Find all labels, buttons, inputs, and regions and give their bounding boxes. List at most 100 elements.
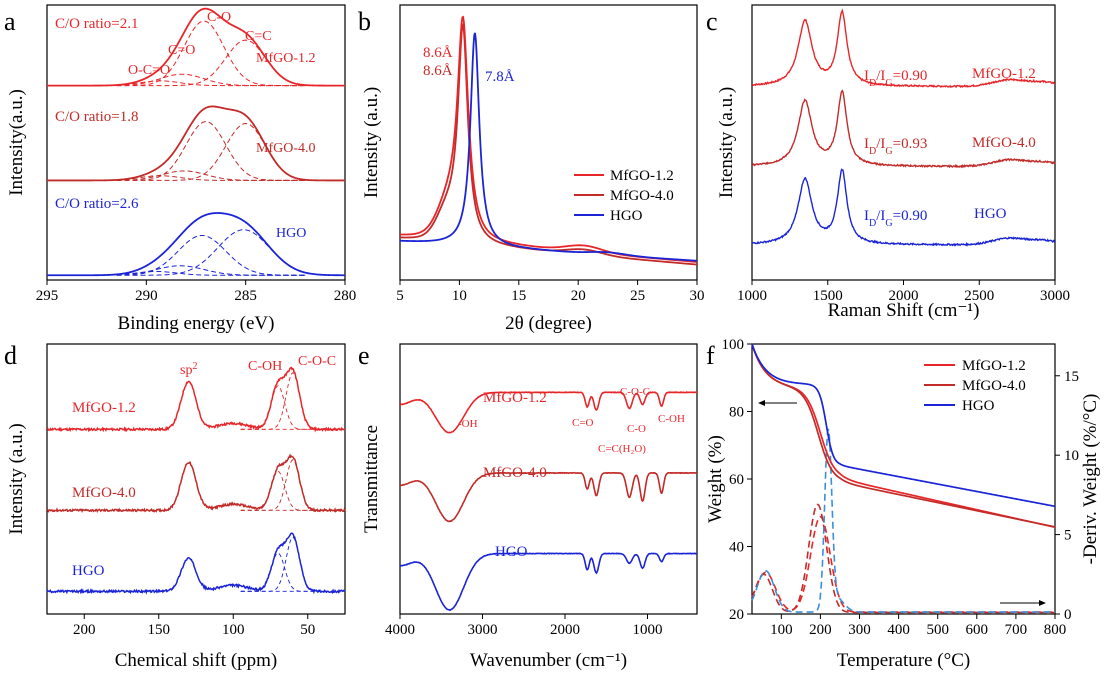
annotation: sp2: [180, 361, 197, 379]
y-axis-title: Intensity (a.u.): [6, 423, 27, 534]
y-axis-title: Intensity(a.u.): [6, 89, 27, 196]
y2-tick-label: 0: [1064, 607, 1072, 623]
x-tick-label: 50: [300, 622, 315, 638]
panel-e: 4000 3000 2000 1000 MfGO-1.2 -OH C=O C-O-C C-O C-…: [361, 343, 698, 671]
x-axis-title: Wavenumber (cm⁻¹): [470, 650, 627, 671]
annotation: HGO: [495, 544, 528, 560]
annotation: C-OH: [658, 413, 685, 425]
annotation: C=C(H₂O): [598, 443, 646, 455]
y-tick-label: 20: [729, 607, 744, 623]
x-tick-label: 5: [396, 288, 404, 304]
x-tick-label: 700: [1005, 622, 1028, 638]
x-tick-label: 3000: [468, 622, 498, 638]
annotation: C=O: [572, 417, 594, 429]
series-line: [751, 89, 1056, 169]
panel-letter: a: [4, 7, 16, 36]
component-peak: [240, 536, 338, 592]
x-tick-label: 1000: [633, 622, 663, 638]
annotation: MfGO-1.2: [972, 66, 1036, 82]
x-tick-label: 30: [690, 288, 705, 304]
panel-c: 1000 1500 2000 2500 3000 ID/IG=0.90 ID/IG=0.93…: [716, 4, 1070, 321]
annotation: O-C=O: [128, 63, 170, 78]
annotation: C/O ratio=2.1: [55, 16, 138, 32]
y-tick-label: 40: [729, 540, 744, 556]
x-tick-label: 285: [234, 288, 257, 304]
plot-frame: [399, 343, 698, 615]
series-line: [399, 471, 698, 523]
x-tick-label: 25: [630, 288, 645, 304]
plot-frame: [46, 4, 346, 281]
x-tick-label: 2000: [889, 288, 919, 304]
annotation: HGO: [72, 563, 105, 579]
x-axis-title: 2θ (degree): [505, 313, 592, 334]
component-peak: [116, 170, 306, 181]
x-tick-label: 2500: [964, 288, 994, 304]
panel-a: 295 290 285 280 C/O ratio=2.1 C-O C=C C=O O-C=O M…: [6, 4, 357, 334]
annotation: C/O ratio=1.8: [55, 109, 138, 125]
y-tick-label: 60: [729, 472, 744, 488]
annotation: C=O: [168, 43, 195, 58]
panel-d: 200 150 100 50 sp2 C-OH C-O-C MfGO-1.2 MfGO-4.0 H…: [6, 343, 346, 671]
x-tick-label: 200: [809, 622, 832, 638]
series-line: [399, 391, 698, 434]
component-peak: [240, 552, 338, 592]
annotation: MfGO-4.0: [483, 465, 547, 481]
panel-letter: b: [358, 7, 371, 36]
series-line: [751, 8, 1056, 89]
deriv-line: [751, 515, 1055, 613]
plot-frame: [46, 343, 346, 615]
panel-letter: c: [706, 7, 718, 36]
x-tick-label: 2000: [550, 622, 580, 638]
annotation: C-OH: [248, 359, 282, 374]
x-tick-label: 1500: [813, 288, 843, 304]
legend-label: HGO: [962, 398, 995, 414]
x-tick-label: 400: [887, 622, 910, 638]
axis-arrow-head: [758, 400, 765, 406]
y-axis-title: Intensity (a.u.): [716, 87, 737, 198]
y-tick-label: 80: [729, 405, 744, 421]
ratio-label: ID/IG=0.90: [864, 68, 927, 89]
series-line: [46, 532, 346, 595]
series-line: [46, 366, 346, 433]
x-tick-label: 100: [222, 622, 245, 638]
annotation: MfGO-1.2: [256, 51, 316, 66]
x-tick-label: 3000: [1040, 288, 1070, 304]
annotation: C=C: [245, 29, 272, 44]
annotation: HGO: [276, 226, 306, 241]
y-axis-title: Transmittance: [361, 425, 382, 533]
annotation: MfGO-4.0: [72, 485, 136, 501]
x-axis-title: Binding energy (eV): [118, 313, 275, 334]
x-tick-label: 20: [571, 288, 586, 304]
annotation: C-O: [207, 10, 231, 25]
annotation: 8.6Å: [423, 63, 453, 79]
plot-frame: [399, 4, 698, 281]
x-tick-label: 200: [73, 622, 96, 638]
annotation: MfGO-1.2: [72, 400, 136, 416]
y2-tick-label: 10: [1064, 448, 1079, 464]
legend-label: MfGO-4.0: [962, 378, 1026, 394]
y2-tick-label: 5: [1064, 528, 1072, 544]
deriv-line: [751, 428, 1055, 613]
annotation: C/O ratio=2.6: [55, 196, 139, 212]
axis-arrow-head: [1039, 600, 1046, 606]
annotation: 7.8Å: [485, 69, 515, 85]
x-tick-label: 295: [36, 288, 59, 304]
series-line: [47, 105, 345, 182]
series-line: [47, 7, 345, 87]
x-axis-title: Raman Shift (cm⁻¹): [828, 300, 980, 321]
x-tick-label: 800: [1044, 622, 1067, 638]
series-line: [751, 343, 1056, 508]
panel-letter: f: [706, 341, 715, 370]
series-line: [47, 212, 346, 277]
series-line: [751, 168, 1056, 247]
x-tick-label: 280: [334, 288, 357, 304]
component-peak: [240, 372, 338, 430]
series-line: [399, 32, 698, 262]
x-tick-label: 300: [848, 622, 871, 638]
annotation: MfGO-4.0: [256, 141, 316, 156]
component-peak: [240, 385, 338, 430]
annotation: C-O-C: [620, 386, 650, 398]
ratio-label: ID/IG=0.93: [864, 136, 927, 157]
y-tick-label: 100: [722, 337, 745, 353]
annotation: C-O: [627, 423, 646, 435]
